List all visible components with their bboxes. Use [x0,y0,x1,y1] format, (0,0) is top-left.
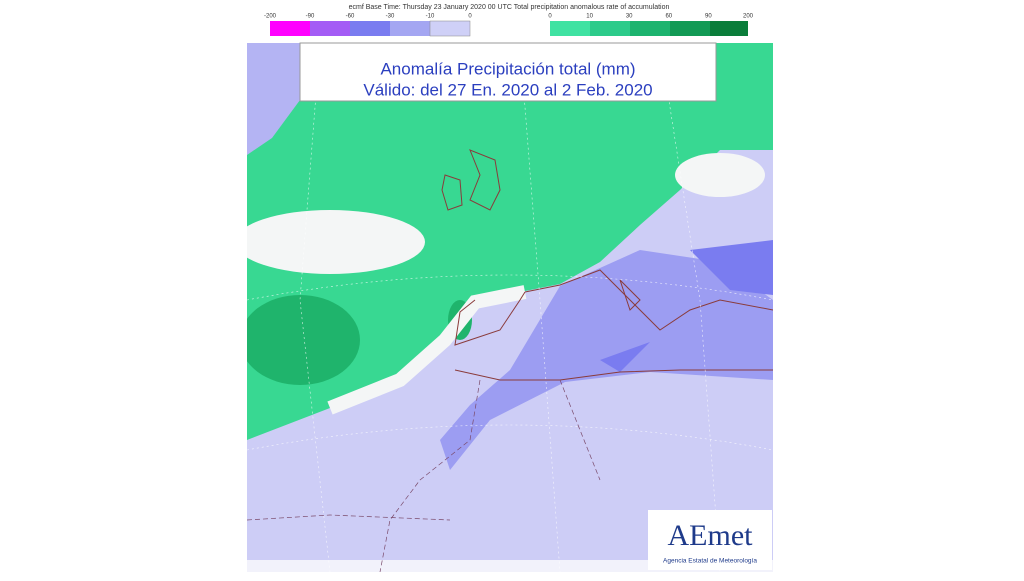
legend-tick: 90 [705,14,712,20]
coastlines [441,149,773,381]
logo-box [648,510,772,570]
legend-tick: 0 [468,14,472,20]
graticule [247,43,773,572]
logo-name: AEmet [668,519,754,552]
legend-tick: 10 [586,14,593,20]
swatch [670,21,710,36]
swatch [310,21,350,36]
legend-tick: 0 [548,14,552,20]
header: ecmf Base Time: Thursday 23 January 2020… [349,4,670,11]
legend-negative [270,20,471,37]
legend-tick: -30 [386,14,395,20]
swatch [270,21,310,36]
borders [247,379,601,572]
legend-ticks: -200 -90 -60 -30 -10 0 0 10 30 60 90 200 [264,14,754,20]
strong-negative [600,342,650,372]
swatch [350,21,390,36]
swatch [590,21,630,36]
swatch [630,21,670,36]
legend-positive [550,21,748,36]
swatch [429,20,471,37]
swatch [710,21,748,36]
legend-tick: -200 [264,14,277,20]
map: Anomalía Precipitación total (mm) Válido… [247,42,773,572]
strong-negative [690,240,773,295]
swatch [550,21,590,36]
neutral-zone [247,210,425,274]
swatch [390,21,430,36]
title-line: Anomalía Precipitación total (mm) [380,59,635,78]
title-line: Válido: del 27 En. 2020 al 2 Feb. 2020 [363,80,652,99]
neutral-zone [247,560,773,572]
negative-anomaly [247,43,300,155]
legend-tick: -60 [346,14,355,20]
neutral-band [327,285,527,415]
legend-tick: -10 [426,14,435,20]
strong-anomaly [247,295,360,385]
legend-tick: 60 [665,14,672,20]
legend-tick: 200 [743,14,754,20]
logo-subtitle: Agencia Estatal de Meteorología [663,558,757,565]
legend-tick: 30 [626,14,633,20]
positive-anomaly [247,43,773,440]
legend-tick: -90 [306,14,315,20]
title-box [299,42,717,102]
neutral-zone [675,153,765,197]
